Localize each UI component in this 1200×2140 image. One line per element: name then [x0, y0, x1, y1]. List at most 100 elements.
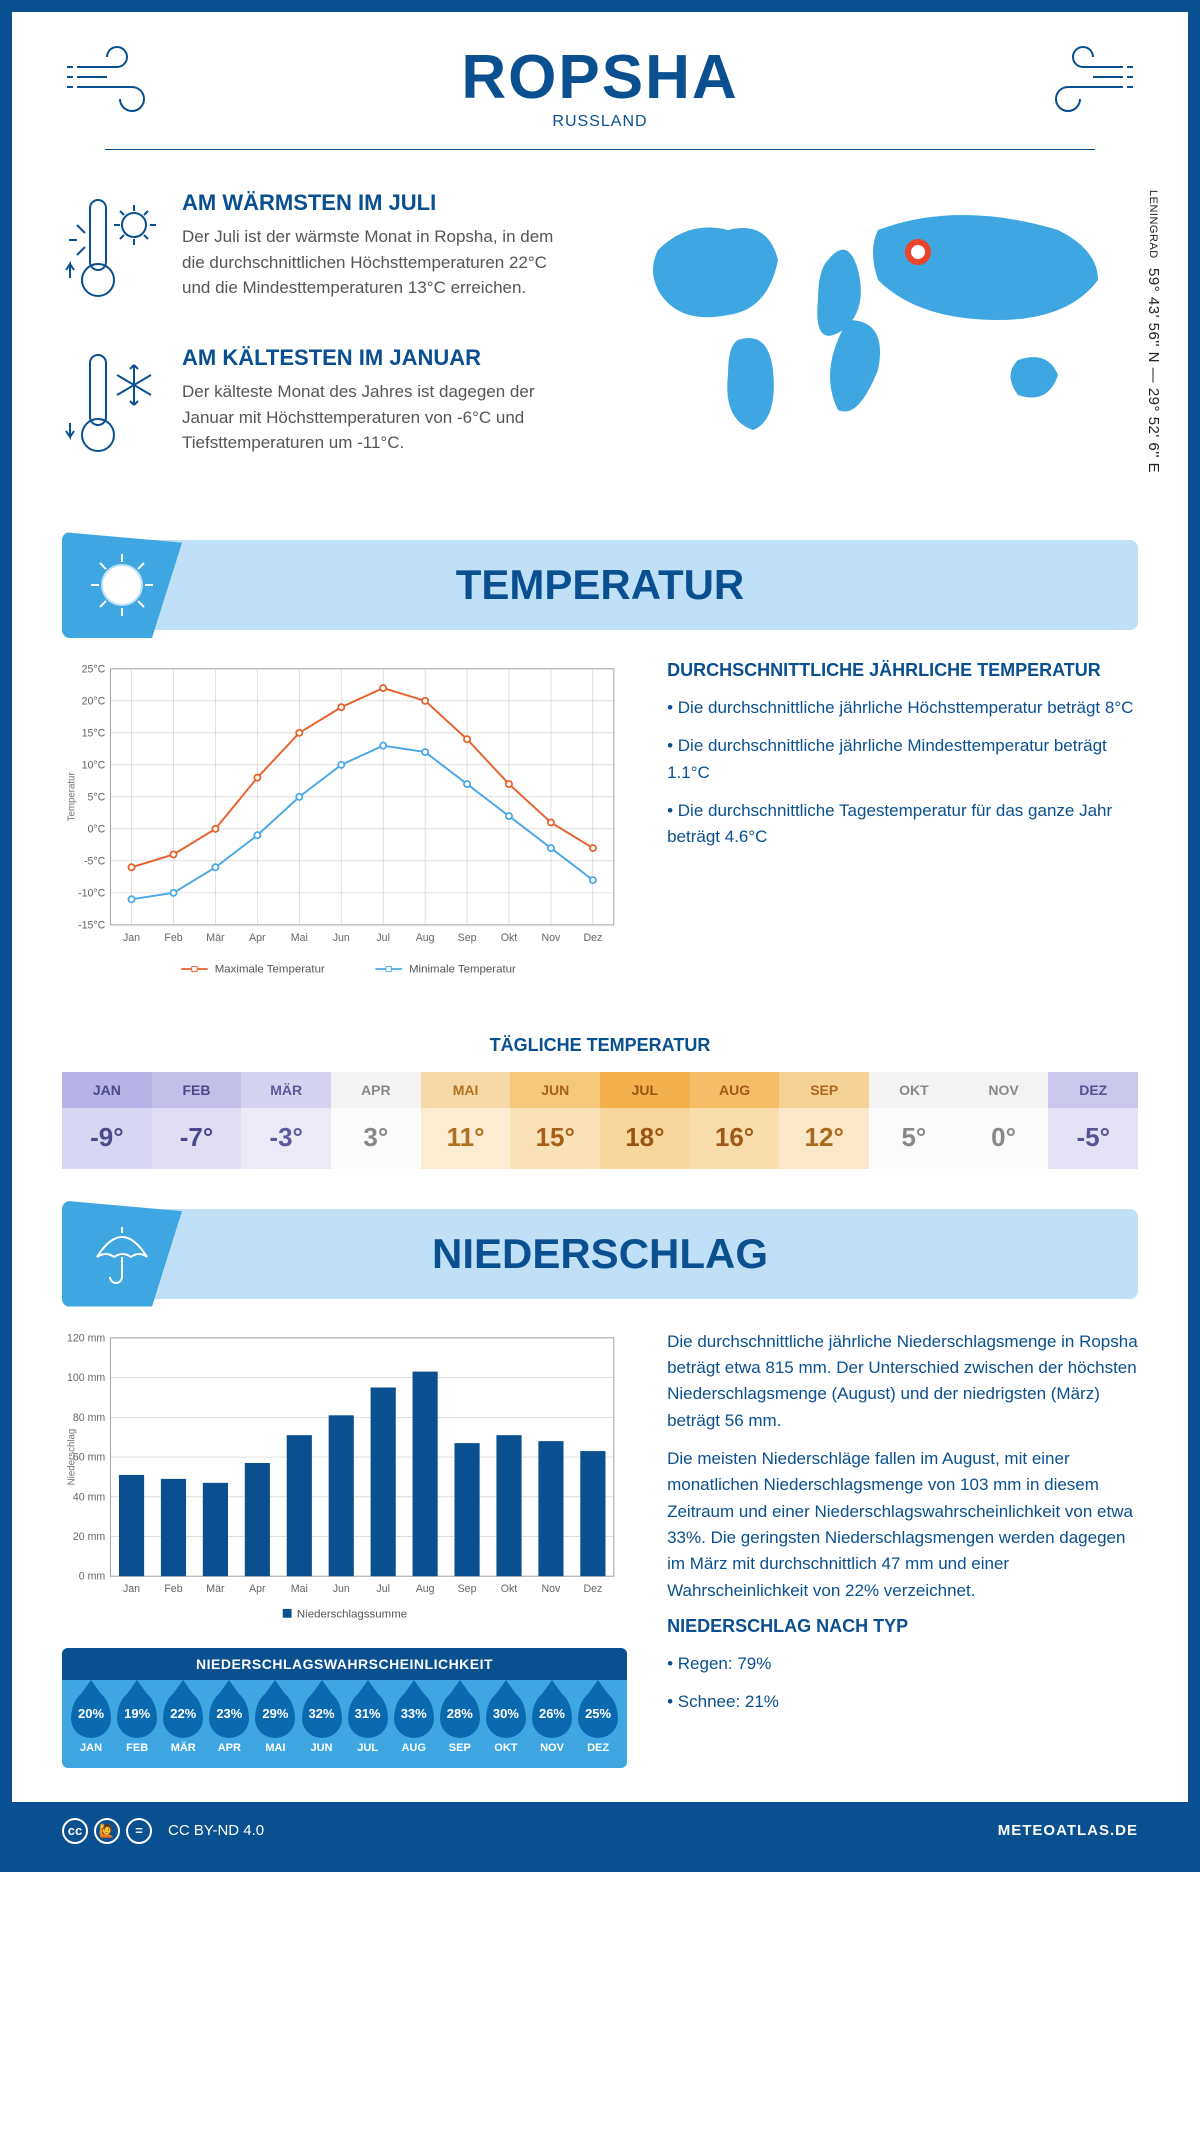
svg-text:Sep: Sep [458, 932, 477, 944]
warmest-fact: AM WÄRMSTEN IM JULI Der Juli ist der wär… [62, 190, 578, 315]
thermometer-snow-icon [62, 345, 162, 470]
daily-cell: AUG16° [690, 1072, 780, 1169]
svg-text:Niederschlag: Niederschlag [66, 1428, 77, 1485]
daily-temp-title: TÄGLICHE TEMPERATUR [62, 1035, 1138, 1056]
svg-text:Dez: Dez [583, 932, 602, 944]
svg-text:0°C: 0°C [88, 823, 106, 835]
daily-cell: JUL18° [600, 1072, 690, 1169]
precip-drop: 30%OKT [483, 1690, 529, 1754]
daily-cell: OKT5° [869, 1072, 959, 1169]
precip-drop: 20%JAN [68, 1690, 114, 1754]
precip-drop: 33%AUG [391, 1690, 437, 1754]
svg-text:80 mm: 80 mm [73, 1411, 106, 1423]
temp-bullet: Die durchschnittliche jährliche Mindestt… [667, 733, 1138, 786]
svg-text:Maximale Temperatur: Maximale Temperatur [215, 964, 325, 976]
header: ROPSHA RUSSLAND [62, 42, 1138, 150]
precip-drop: 26%NOV [529, 1690, 575, 1754]
precip-type-bullets: Regen: 79% Schnee: 21% [667, 1651, 1138, 1716]
precip-type-title: NIEDERSCHLAG NACH TYP [667, 1616, 1138, 1637]
coldest-text: Der kälteste Monat des Jahres ist dagege… [182, 379, 578, 456]
daily-cell: JUN15° [510, 1072, 600, 1169]
temp-bullet: Die durchschnittliche jährliche Höchstte… [667, 695, 1138, 721]
divider [105, 149, 1095, 150]
svg-text:Feb: Feb [164, 932, 182, 944]
daily-cell: JAN-9° [62, 1072, 152, 1169]
precip-type-bullet: Schnee: 21% [667, 1689, 1138, 1715]
svg-text:Jun: Jun [333, 1583, 350, 1595]
precip-drop: 22%MÄR [160, 1690, 206, 1754]
svg-text:Apr: Apr [249, 932, 266, 944]
temperature-banner: TEMPERATUR [62, 540, 1138, 630]
svg-text:25°C: 25°C [82, 663, 106, 675]
coordinates: LENINGRAD 59° 43' 56'' N — 29° 52' 6'' E [1145, 190, 1162, 473]
svg-text:Aug: Aug [416, 1583, 435, 1595]
license-text: CC BY-ND 4.0 [168, 1822, 264, 1839]
daily-cell: DEZ-5° [1048, 1072, 1138, 1169]
temperature-line-chart: -15°C-10°C-5°C0°C5°C10°C15°C20°C25°CJanF… [62, 660, 627, 1001]
svg-text:Mär: Mär [206, 932, 225, 944]
temperature-heading: TEMPERATUR [456, 561, 745, 609]
svg-text:5°C: 5°C [88, 791, 106, 803]
coldest-fact: AM KÄLTESTEN IM JANUAR Der kälteste Mona… [62, 345, 578, 470]
precip-drop: 19%FEB [114, 1690, 160, 1754]
svg-text:Niederschlagssumme: Niederschlagssumme [297, 1608, 407, 1620]
temp-bullet: Die durchschnittliche Tagestemperatur fü… [667, 798, 1138, 851]
svg-text:Mai: Mai [291, 1583, 308, 1595]
warmest-title: AM WÄRMSTEN IM JULI [182, 190, 578, 216]
precip-banner: NIEDERSCHLAG [62, 1209, 1138, 1299]
svg-text:Mai: Mai [291, 932, 308, 944]
svg-text:-15°C: -15°C [78, 919, 106, 931]
svg-text:Temperatur: Temperatur [66, 772, 77, 822]
svg-text:Mär: Mär [206, 1583, 225, 1595]
svg-text:20°C: 20°C [82, 695, 106, 707]
svg-text:-10°C: -10°C [78, 887, 106, 899]
svg-text:Okt: Okt [501, 932, 518, 944]
cc-icon: cc [62, 1818, 88, 1844]
svg-text:Okt: Okt [501, 1583, 518, 1595]
svg-text:Minimale Temperatur: Minimale Temperatur [409, 964, 516, 976]
daily-cell: FEB-7° [152, 1072, 242, 1169]
umbrella-icon [62, 1201, 182, 1307]
daily-temp-table: JAN-9°FEB-7°MÄR-3°APR3°MAI11°JUN15°JUL18… [62, 1072, 1138, 1169]
thermometer-sun-icon [62, 190, 162, 315]
svg-text:60 mm: 60 mm [73, 1451, 106, 1463]
svg-text:15°C: 15°C [82, 727, 106, 739]
page-title: ROPSHA [62, 42, 1138, 113]
svg-text:120 mm: 120 mm [67, 1332, 105, 1344]
svg-text:Aug: Aug [416, 932, 435, 944]
precip-prob-title: NIEDERSCHLAGSWAHRSCHEINLICHKEIT [62, 1648, 627, 1680]
svg-text:40 mm: 40 mm [73, 1491, 106, 1503]
daily-cell: SEP12° [779, 1072, 869, 1169]
svg-text:100 mm: 100 mm [67, 1372, 105, 1384]
svg-text:Jul: Jul [376, 1583, 390, 1595]
precip-drop: 28%SEP [437, 1690, 483, 1754]
svg-text:0 mm: 0 mm [79, 1570, 106, 1582]
sun-icon [62, 532, 182, 638]
svg-text:Jul: Jul [376, 932, 390, 944]
svg-text:-5°C: -5°C [84, 855, 106, 867]
svg-text:Sep: Sep [458, 1583, 477, 1595]
precip-drop: 29%MAI [252, 1690, 298, 1754]
svg-text:20 mm: 20 mm [73, 1531, 106, 1543]
coldest-title: AM KÄLTESTEN IM JANUAR [182, 345, 578, 371]
precip-drop: 32%JUN [298, 1690, 344, 1754]
warmest-text: Der Juli ist der wärmste Monat in Ropsha… [182, 224, 578, 301]
precip-type-bullet: Regen: 79% [667, 1651, 1138, 1677]
svg-text:Jan: Jan [123, 1583, 140, 1595]
wind-icon [62, 42, 182, 122]
svg-text:Apr: Apr [249, 1583, 266, 1595]
svg-text:10°C: 10°C [82, 759, 106, 771]
daily-cell: APR3° [331, 1072, 421, 1169]
daily-cell: MAI11° [421, 1072, 511, 1169]
precip-para1: Die durchschnittliche jährliche Niedersc… [667, 1329, 1138, 1434]
precip-drop: 23%APR [206, 1690, 252, 1754]
site-name: METEOATLAS.DE [998, 1822, 1138, 1839]
by-icon: 🙋 [94, 1818, 120, 1844]
cc-license: cc 🙋 = CC BY-ND 4.0 [62, 1818, 264, 1844]
svg-text:Nov: Nov [542, 1583, 562, 1595]
svg-text:Jun: Jun [333, 932, 350, 944]
svg-text:Dez: Dez [583, 1583, 602, 1595]
temp-side-title: DURCHSCHNITTLICHE JÄHRLICHE TEMPERATUR [667, 660, 1138, 681]
temp-bullets: Die durchschnittliche jährliche Höchstte… [667, 695, 1138, 851]
precip-heading: NIEDERSCHLAG [432, 1230, 768, 1278]
